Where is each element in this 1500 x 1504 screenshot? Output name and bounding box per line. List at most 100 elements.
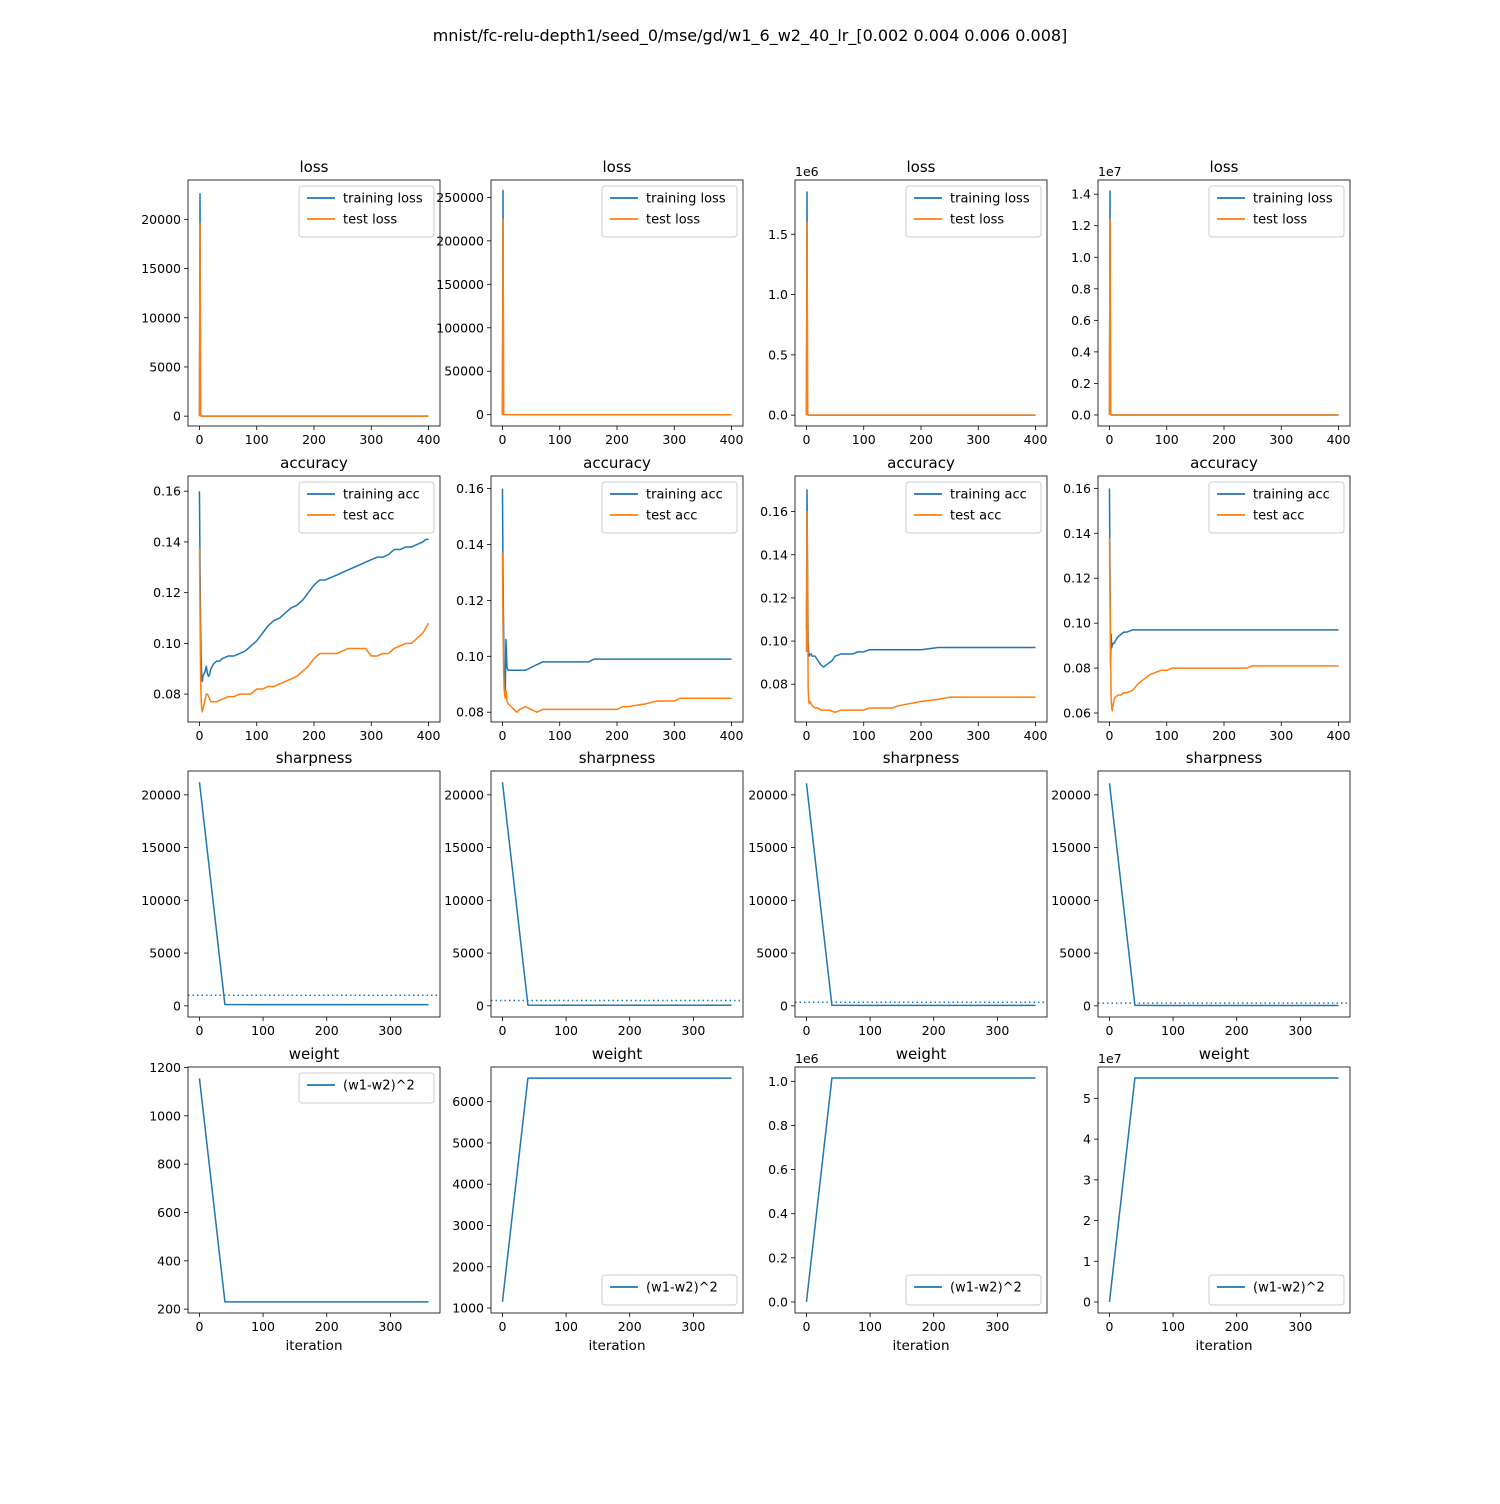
y-tick-label: 0.16 [153,484,181,499]
y-tick-label: 0.2 [1071,376,1091,391]
legend-label: training loss [343,192,423,207]
x-tick-label: 100 [852,432,876,447]
x-tick-label: 400 [1024,728,1048,743]
axes-frame [490,1066,744,1314]
series-line-1 [501,218,732,416]
legend: training loss test loss [298,185,435,238]
x-tick-label: 400 [720,432,744,447]
legend-label: test loss [343,213,397,228]
y-tick-label: 0.14 [760,547,788,562]
series-line-1 [1108,218,1339,416]
subplot-title: loss [1210,158,1239,176]
y-tick-label: 0 [476,998,484,1013]
x-tick-label: 0 [1105,1023,1113,1038]
x-tick-label: 100 [548,432,572,447]
subplot-accuracy-3: accuracy 0 100 200 300 400 0.06 0.08 0.10 0.12 0.1… [1063,454,1350,743]
x-tick-label: 0 [195,1319,203,1334]
y-tick-label: 10000 [141,893,181,908]
legend-label: test acc [646,509,697,524]
y-tick-label: 1200 [149,1060,181,1075]
y-tick-label: 5000 [452,1135,484,1150]
y-tick-label: 0.08 [456,705,484,720]
subplot-loss-1: loss 0 100 200 300 400 0 50000 100000 150000 20000… [436,158,743,447]
y-tick-label: 3000 [452,1218,484,1233]
y-tick-label: 2000 [452,1259,484,1274]
y-tick-label: 0.10 [456,649,484,664]
subplot-loss-2: loss 1e6 0 100 200 300 400 0.0 0.5 1.0 1.5 training… [768,158,1047,447]
y-tick-label: 0.12 [1063,571,1091,586]
subplot-title: weight [1199,1045,1250,1063]
y-tick-label: 5000 [149,946,181,961]
legend-label: test loss [1253,213,1307,228]
y-tick-label: 1 [1083,1254,1091,1269]
x-tick-label: 100 [1161,1319,1185,1334]
x-axis-label: iteration [892,1338,949,1354]
x-tick-label: 200 [315,1319,339,1334]
x-tick-label: 0 [1105,1319,1113,1334]
x-tick-label: 400 [1024,432,1048,447]
y-tick-label: 15000 [444,840,484,855]
y-tick-label: 5000 [1059,946,1091,961]
axis-offset-label: 1e6 [795,1051,819,1066]
subplot-loss-3: loss 1e7 0 100 200 300 400 0.0 0.2 0.4 0.6 0.8 1.0 1.… [1071,158,1350,447]
x-tick-label: 300 [681,1319,705,1334]
x-tick-label: 200 [605,728,629,743]
y-tick-label: 4 [1083,1132,1091,1147]
x-tick-label: 0 [1105,432,1113,447]
y-tick-label: 0.14 [456,537,484,552]
y-tick-label: 15000 [1051,840,1091,855]
y-tick-label: 1.5 [768,227,788,242]
legend-label: (w1-w2)^2 [1253,1281,1325,1296]
y-tick-label: 0.12 [456,593,484,608]
axes-frame [1097,770,1351,1018]
y-tick-label: 1000 [149,1108,181,1123]
y-tick-label: 1.0 [768,1074,788,1089]
series-line-1 [198,547,430,713]
subplot-accuracy-0: accuracy 0 100 200 300 400 0.08 0.10 0.12 0.14 0.1… [153,454,440,743]
x-tick-label: 100 [251,1319,275,1334]
legend-label: (w1-w2)^2 [343,1079,415,1094]
axis-offset-label: 1e7 [1098,164,1122,179]
x-tick-label: 300 [359,728,383,743]
x-tick-label: 100 [245,728,269,743]
y-tick-label: 5000 [756,946,788,961]
x-tick-label: 100 [251,1023,275,1038]
y-tick-label: 0.5 [768,347,788,362]
y-tick-label: 0.14 [153,534,181,549]
y-tick-label: 1000 [452,1301,484,1316]
x-tick-label: 0 [498,1023,506,1038]
y-tick-label: 0.8 [768,1118,788,1133]
x-tick-label: 0 [802,728,810,743]
subplot-sharpness-0: sharpness 0 100 200 300 0 5000 10000 15000 20000 [141,749,441,1038]
axes-frame [490,770,744,1018]
subplot-weight-3: weight 1e7 0 100 200 300 0 1 2 3 4 5 iteration (w1-w2… [1083,1045,1351,1354]
x-tick-label: 200 [315,1023,339,1038]
y-tick-label: 0.6 [1071,313,1091,328]
legend: (w1-w2)^2 [1208,1274,1345,1306]
y-tick-label: 20000 [748,787,788,802]
legend: (w1-w2)^2 [298,1072,435,1104]
subplot-title: accuracy [280,454,348,472]
y-tick-label: 0 [173,998,181,1013]
subplot-weight-0: weight 0 100 200 300 200 400 600 800 1000 1200 iter… [149,1045,441,1354]
y-tick-label: 0.08 [153,687,181,702]
x-tick-label: 100 [245,432,269,447]
legend-box [905,1274,1042,1306]
subplot-title: sharpness [1186,749,1263,767]
y-tick-label: 0 [1083,998,1091,1013]
y-tick-label: 50000 [444,364,484,379]
x-tick-label: 200 [302,728,326,743]
legend: training loss test loss [1208,185,1345,238]
legend: training acc test acc [905,481,1042,534]
y-tick-label: 0.08 [760,677,788,692]
x-axis-label: iteration [285,1338,342,1354]
y-tick-label: 0.12 [153,585,181,600]
legend-label: test loss [950,213,1004,228]
subplot-sharpness-1: sharpness 0 100 200 300 0 5000 10000 15000 20000 [444,749,744,1038]
legend-label: test acc [1253,509,1304,524]
legend-box [601,1274,738,1306]
series-line-0 [805,1077,1036,1303]
subplot-title: accuracy [1190,454,1258,472]
y-tick-label: 0.12 [760,590,788,605]
x-tick-label: 100 [852,728,876,743]
